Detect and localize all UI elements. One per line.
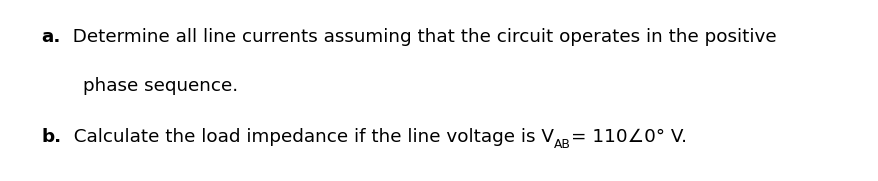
Text: b.: b. [41,128,61,146]
Text: = 110∠0° V.: = 110∠0° V. [570,128,686,146]
Text: AB: AB [553,138,570,151]
Text: a.: a. [41,28,61,46]
Text: phase sequence.: phase sequence. [83,77,238,95]
Text: Determine all line currents assuming that the circuit operates in the positive: Determine all line currents assuming tha… [61,28,776,46]
Text: Calculate the load impedance if the line voltage is V: Calculate the load impedance if the line… [61,128,553,146]
